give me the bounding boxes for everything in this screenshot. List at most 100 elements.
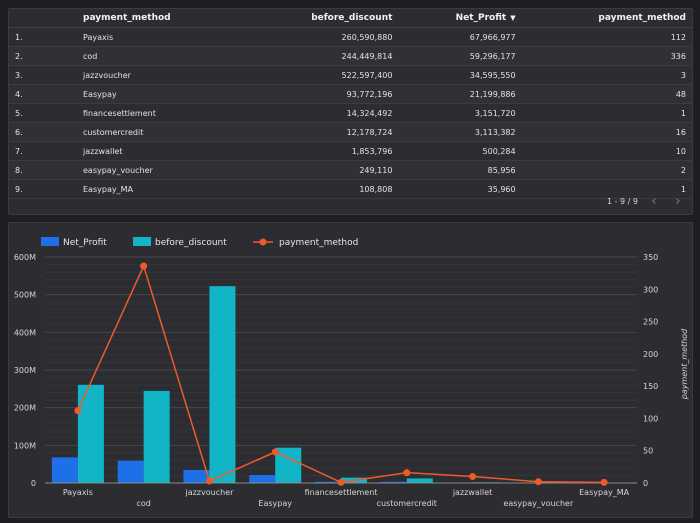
net-profit-header[interactable]: Net_Profit ▼ [398, 9, 522, 28]
right-axis-tick-label: 100 [643, 414, 658, 423]
net-profit-header-label: Net_Profit [455, 13, 507, 23]
row-index: 6. [9, 122, 77, 142]
table-row[interactable]: 6. customercredit 12,178,724 3,113,382 16 [9, 122, 692, 142]
row-index: 1. [9, 27, 77, 47]
table-row[interactable]: 9. Easypay_MA 108,808 35,960 1 [9, 179, 692, 199]
table-row[interactable]: 8. easypay_voucher 249,110 85,956 2 [9, 160, 692, 180]
before-discount-cell: 108,808 [239, 179, 399, 199]
x-axis-category-label: cod [136, 499, 150, 508]
payment-method-cell: jazzvoucher [77, 65, 239, 85]
sort-desc-icon: ▼ [510, 14, 516, 22]
combo-chart: 0 100M 200M 300M 400M 500M 600M 0 50 100 150 200 250… [14, 237, 689, 508]
net-profit-cell: 34,595,550 [398, 65, 522, 85]
payment-method-point [534, 478, 542, 486]
row-index: 8. [9, 160, 77, 180]
table-row[interactable]: 3. jazzvoucher 522,597,400 34,595,550 3 [9, 65, 692, 85]
next-page-icon[interactable]: › [675, 194, 681, 209]
before-discount-cell: 244,449,814 [239, 46, 399, 66]
before-discount-cell: 93,772,196 [239, 84, 399, 104]
table-row[interactable]: 2. cod 244,449,814 59,296,177 336 [9, 46, 692, 66]
before-discount-cell: 1,853,796 [239, 141, 399, 161]
payment-method-cell: financesettlement [77, 103, 239, 123]
net-profit-cell: 85,956 [398, 160, 522, 180]
x-axis-category-label: jazzvoucher [184, 488, 234, 497]
x-axis-category-label: Easypay_MA [579, 488, 629, 497]
table-row[interactable]: 1. Payaxis 260,590,880 67,966,977 112 [9, 27, 692, 47]
x-axis-category-label: Payaxis [63, 488, 93, 497]
payment-method-cell: Easypay_MA [77, 179, 239, 199]
left-axis-tick-label: 300M [14, 366, 36, 375]
table-header-row: payment_method before_discount Net_Profi… [9, 9, 692, 28]
before-discount-header[interactable]: before_discount [239, 9, 399, 28]
table-row[interactable]: 7. jazzwallet 1,853,796 500,284 10 [9, 141, 692, 161]
row-index: 2. [9, 46, 77, 66]
prev-page-icon[interactable]: ‹ [651, 194, 657, 209]
payment-method-count-cell: 112 [521, 27, 692, 47]
pagination-label: 1 - 9 / 9 [606, 197, 638, 206]
row-index: 3. [9, 65, 77, 85]
net-profit-cell: 500,284 [398, 141, 522, 161]
data-table: payment_method before_discount Net_Profi… [9, 9, 692, 199]
net-profit-cell: 67,966,977 [398, 27, 522, 47]
payment-method-cell: customercredit [77, 122, 239, 142]
x-axis-category-label: financesettlement [305, 488, 378, 497]
net-profit-cell: 3,151,720 [398, 103, 522, 123]
before-discount-cell: 522,597,400 [239, 65, 399, 85]
net-profit-bar [117, 460, 144, 483]
before-discount-bar [77, 384, 104, 483]
legend-before-discount-swatch [133, 237, 151, 246]
payment-method-cell: easypay_voucher [77, 160, 239, 180]
legend-line-marker [259, 238, 267, 246]
before-discount-cell: 249,110 [239, 160, 399, 180]
x-axis-category-label: jazzwallet [452, 488, 492, 497]
before-discount-cell: 14,324,492 [239, 103, 399, 123]
before-discount-cell: 12,178,724 [239, 122, 399, 142]
net-profit-cell: 3,113,382 [398, 122, 522, 142]
payment-method-point [140, 262, 148, 270]
table-row[interactable]: 4. Easypay 93,772,196 21,199,886 48 [9, 84, 692, 104]
payment-method-cell: jazzwallet [77, 141, 239, 161]
before-discount-header-label: before_discount [311, 13, 393, 23]
payment-method-count-cell: 336 [521, 46, 692, 66]
net-profit-bar [183, 469, 210, 483]
right-axis-tick-label: 250 [643, 318, 658, 327]
payment-method-point [337, 478, 345, 486]
before-discount-bar [275, 447, 302, 483]
payment-method-count-cell: 48 [521, 84, 692, 104]
before-discount-cell: 260,590,880 [239, 27, 399, 47]
net-profit-bar [51, 457, 78, 483]
right-axis-tick-label: 0 [643, 479, 648, 488]
x-axis-category-label: easypay_voucher [503, 499, 574, 508]
right-axis-tick-label: 200 [643, 350, 658, 359]
payment-method-cell: cod [77, 46, 239, 66]
right-axis-title: payment_method [680, 328, 689, 400]
left-axis-tick-label: 0 [31, 479, 36, 488]
x-axis-category-label: Easypay [258, 499, 292, 508]
left-axis-tick-label: 400M [14, 328, 36, 337]
payment-method-point [205, 477, 213, 485]
payment-method-cell: Easypay [77, 84, 239, 104]
before-discount-bar [143, 390, 170, 483]
payment-method-cell: Payaxis [77, 27, 239, 47]
payment-method-count-cell: 1 [521, 103, 692, 123]
payment-method-count-header[interactable]: payment_method [521, 9, 692, 28]
data-table-panel: payment_method before_discount Net_Profi… [8, 8, 693, 215]
left-axis-tick-label: 200M [14, 404, 36, 413]
payment-method-count-cell: 1 [521, 179, 692, 199]
payment-method-count-cell: 3 [521, 65, 692, 85]
left-axis-tick-label: 600M [14, 253, 36, 262]
legend-label: payment_method [279, 238, 358, 248]
right-axis-tick-label: 150 [643, 382, 658, 391]
net-profit-bar [249, 475, 276, 483]
table-row[interactable]: 5. financesettlement 14,324,492 3,151,720 1 [9, 103, 692, 123]
net-profit-bar [380, 481, 407, 483]
right-axis-tick-label: 350 [643, 253, 658, 262]
row-index: 5. [9, 103, 77, 123]
net-profit-cell: 59,296,177 [398, 46, 522, 66]
before-discount-bar [406, 478, 433, 483]
before-discount-bar [209, 286, 236, 483]
legend-label: Net_Profit [63, 238, 107, 248]
payment-method-point [271, 448, 279, 456]
combo-chart-panel: 0 100M 200M 300M 400M 500M 600M 0 50 100 150 200 250… [8, 222, 693, 518]
payment-method-header[interactable]: payment_method [77, 9, 239, 28]
